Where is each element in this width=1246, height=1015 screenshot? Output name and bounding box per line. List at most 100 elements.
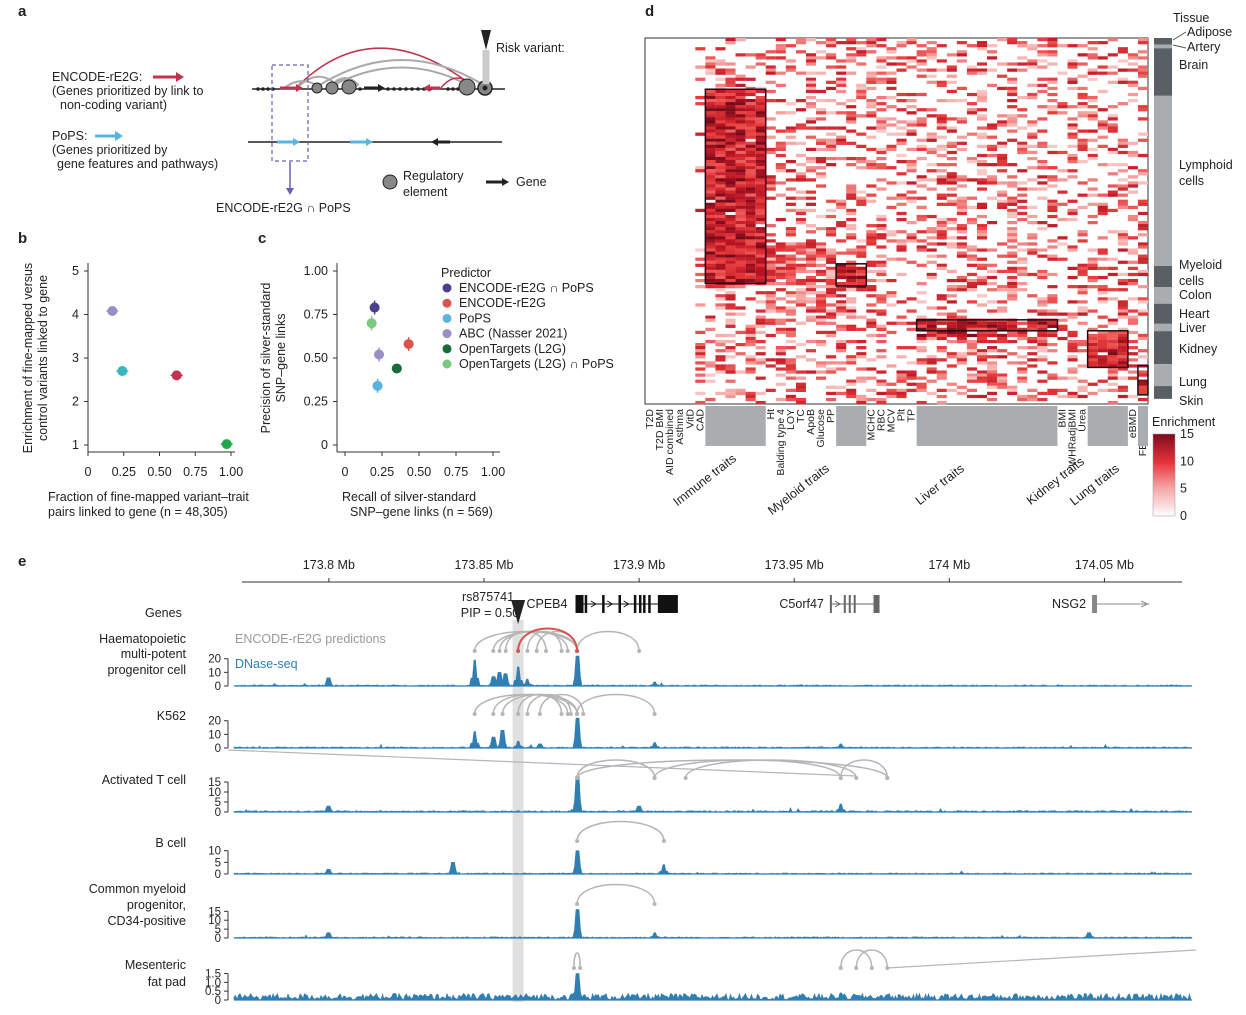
heatmap-cell (775, 349, 786, 353)
heatmap-cell (876, 123, 887, 127)
heatmap-cell (805, 297, 817, 301)
heatmap-cell (846, 379, 857, 383)
heatmap-cell (755, 324, 766, 328)
heatmap-cell (987, 282, 998, 286)
c-point (372, 380, 383, 391)
heatmap-cell (1137, 211, 1148, 216)
heatmap-cell (976, 303, 988, 307)
heatmap-cell (1087, 358, 1098, 362)
heatmap-cell (725, 132, 736, 136)
heatmap-cell (705, 202, 716, 206)
heatmap-cell (926, 132, 937, 136)
risk-variant-label: Risk variant: (496, 41, 565, 55)
heatmap-cell (755, 227, 766, 231)
heatmap-cell (997, 385, 1008, 389)
heatmap-cell (1037, 254, 1048, 258)
heatmap-cell (1037, 269, 1048, 274)
heatmap-cell (987, 126, 998, 130)
heatmap-cell (745, 108, 756, 112)
heatmap-cell (1067, 211, 1078, 216)
heatmap-cell (906, 123, 917, 127)
b-xtick-label: 1.00 (219, 465, 243, 479)
heatmap-cell (1097, 285, 1108, 289)
heatmap-cell (1097, 324, 1108, 328)
heatmap-cell (946, 278, 957, 283)
heatmap-cell (1097, 364, 1108, 368)
heatmap-cell (846, 248, 857, 252)
c-legend-marker (442, 344, 452, 354)
heatmap-cell (966, 388, 977, 392)
heatmap-cell (745, 370, 756, 374)
heatmap-cell (1087, 336, 1098, 341)
heatmap-cell (876, 150, 887, 155)
heatmap-cell (1117, 388, 1128, 392)
heatmap-cell (745, 86, 756, 91)
heatmap-cell (735, 187, 746, 191)
heatmap-cell (1117, 141, 1128, 145)
heatmap-cell (1097, 126, 1108, 130)
heatmap-cell (836, 391, 847, 396)
heatmap-cell (705, 105, 716, 109)
heatmap-cell (765, 303, 776, 307)
heatmap-cell (1107, 343, 1118, 347)
heatmap-cell (1007, 38, 1018, 42)
heatmap-cell (695, 248, 706, 252)
heatmap-cell (886, 147, 897, 152)
heatmap-cell (846, 358, 857, 362)
trait-group-bar (916, 406, 1058, 446)
heatmap-cell (1007, 266, 1018, 270)
heatmap-cell (866, 50, 877, 54)
heatmap-cell (775, 318, 786, 322)
heatmap-cell (805, 117, 817, 121)
heatmap-cell (997, 199, 1008, 203)
c-legend-label: ABC (Nasser 2021) (459, 327, 567, 341)
heatmap-cell (755, 147, 766, 152)
heatmap-cell (976, 47, 988, 51)
heatmap-cell (1097, 163, 1108, 167)
heatmap-cell (976, 205, 988, 209)
heatmap-cell (805, 166, 817, 170)
heatmap-cell (886, 86, 897, 91)
heatmap-cell (926, 275, 937, 280)
heatmap-cell (846, 324, 857, 328)
heatmap-cell (705, 120, 716, 124)
pops-arrow-head (115, 131, 123, 141)
heatmap-cell (936, 144, 947, 148)
heatmap-cell (735, 95, 746, 100)
heatmap-cell (1127, 309, 1138, 313)
heatmap-cell (916, 117, 927, 121)
heatmap-cell (1097, 205, 1108, 209)
heatmap-cell (745, 123, 756, 127)
heatmap-cell (1107, 346, 1118, 350)
heatmap-cell (725, 150, 736, 155)
heatmap-cell (745, 394, 756, 399)
heatmap-cell (745, 126, 756, 130)
dnase-signal (233, 655, 1193, 687)
heatmap-cell (826, 86, 837, 91)
heatmap-cell (826, 285, 837, 289)
heatmap-cell (735, 312, 746, 316)
heatmap-cell (775, 193, 786, 197)
heatmap-cell (896, 394, 907, 399)
heatmap-cell (1107, 53, 1118, 57)
heatmap-cell (725, 123, 736, 127)
heatmap-cell (745, 99, 756, 103)
heatmap-cell (725, 141, 736, 145)
heatmap-cell (896, 196, 907, 200)
heatmap-cell (896, 230, 907, 234)
heatmap-cell (846, 391, 857, 396)
heatmap-cell (705, 254, 716, 258)
heatmap-cell (846, 217, 857, 222)
heatmap-cell (997, 160, 1008, 164)
heatmap-cell (1067, 80, 1078, 84)
heatmap-cell (886, 50, 897, 54)
heatmap-cell (1087, 95, 1098, 100)
heatmap-cell (1067, 394, 1078, 399)
heatmap-cell (735, 132, 746, 136)
b-xtick-label: 0.75 (183, 465, 207, 479)
heatmap-cell (795, 71, 806, 75)
trait-label: MCHC (865, 409, 877, 441)
heatmap-cell (826, 41, 837, 45)
heatmap-cell (976, 349, 988, 353)
heatmap-cell (735, 239, 746, 243)
